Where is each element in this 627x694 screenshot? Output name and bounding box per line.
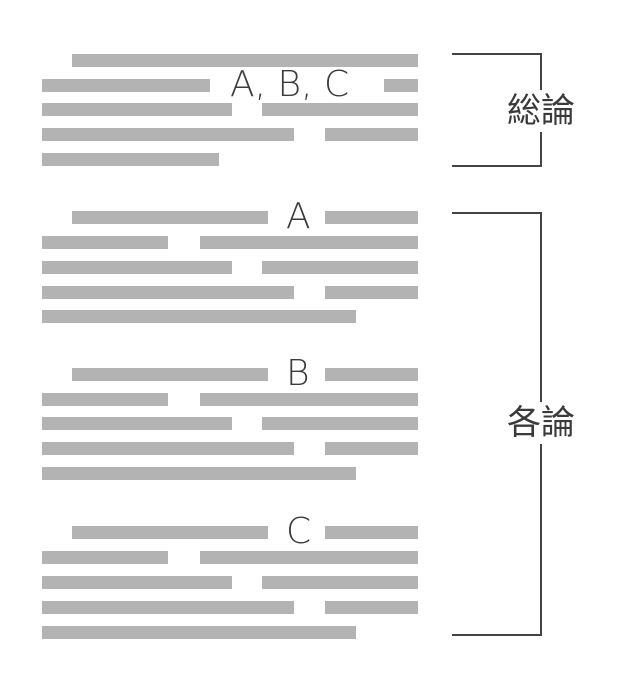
bracket-bottom-tick <box>452 165 542 167</box>
text-line <box>42 128 294 141</box>
text-line <box>262 417 418 430</box>
text-line <box>42 442 294 455</box>
text-line <box>42 417 232 430</box>
bracket-bottom-tick <box>452 634 542 636</box>
text-line <box>42 467 356 480</box>
text-line <box>200 551 418 564</box>
summary-block-marker: A, B, C <box>230 64 350 105</box>
text-line <box>262 103 418 116</box>
text-line <box>200 393 418 406</box>
text-line <box>42 551 168 564</box>
text-line <box>325 128 418 141</box>
sections-bracket-label: 各論 <box>507 402 575 444</box>
text-line <box>72 526 268 539</box>
text-line <box>42 576 232 589</box>
text-line <box>384 79 418 92</box>
text-line <box>325 368 418 381</box>
text-line <box>42 310 356 323</box>
text-line <box>42 626 356 639</box>
text-line <box>42 79 210 92</box>
bracket-top-tick <box>452 53 542 55</box>
text-line <box>42 103 232 116</box>
text-line <box>42 601 294 614</box>
bracket-top-tick <box>452 212 542 214</box>
text-line <box>72 211 268 224</box>
text-line <box>325 286 418 299</box>
section-marker-b: B <box>286 353 310 394</box>
text-line <box>325 601 418 614</box>
text-line <box>325 442 418 455</box>
text-line <box>325 211 418 224</box>
text-line <box>262 261 418 274</box>
text-line <box>42 393 168 406</box>
section-marker-a: A <box>286 196 311 237</box>
text-line <box>72 54 418 67</box>
text-line <box>200 236 418 249</box>
text-line <box>72 368 268 381</box>
text-line <box>325 526 418 539</box>
text-line <box>42 236 168 249</box>
text-line <box>42 286 294 299</box>
text-line <box>42 153 219 166</box>
section-marker-c: C <box>286 511 312 552</box>
text-line <box>42 261 232 274</box>
text-line <box>262 576 418 589</box>
summary-bracket-label: 総論 <box>507 90 575 132</box>
